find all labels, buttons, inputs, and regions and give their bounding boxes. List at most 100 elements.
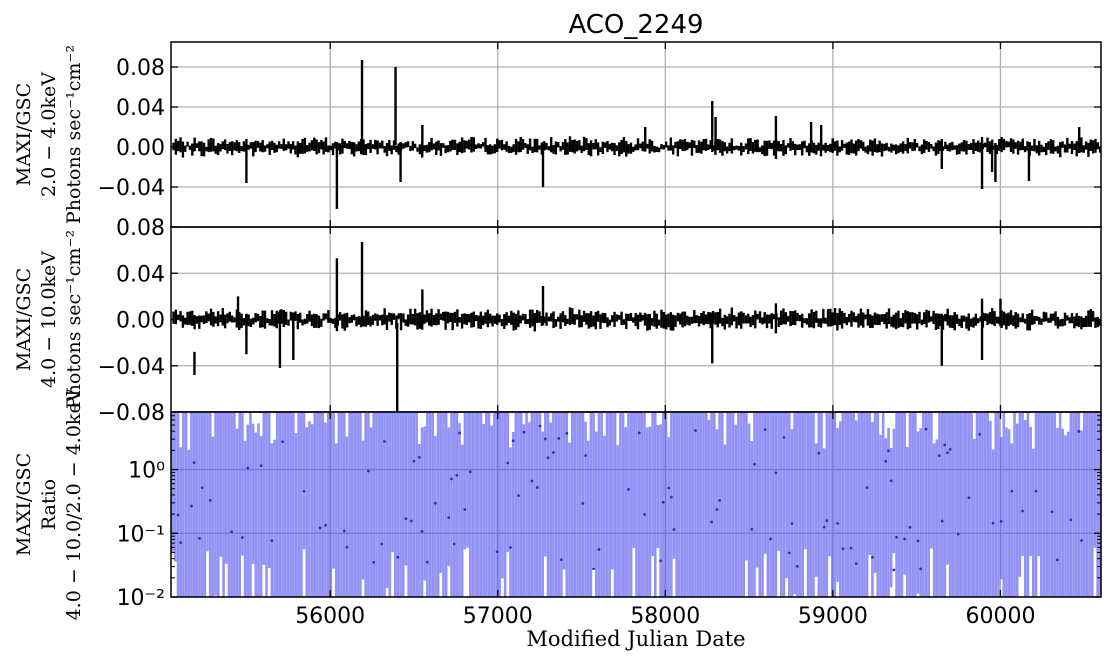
ratio-point (452, 542, 456, 546)
x-tick-label: 58000 (630, 604, 700, 629)
ratio-point (565, 431, 569, 435)
ratio-point (1069, 518, 1073, 522)
ratio-point (895, 535, 898, 539)
ratio-point (836, 521, 839, 525)
ratio-point (1080, 539, 1083, 542)
ratio-point (1034, 489, 1038, 493)
y-axis-label: 4.0 − 10.0keV (38, 251, 60, 388)
ratio-point (884, 459, 888, 463)
y-axis-label: 2.0 − 4.0keV (38, 72, 60, 197)
ratio-point (924, 427, 928, 431)
ratio-point (948, 448, 952, 451)
panel-frame (170, 411, 1102, 598)
ratio-point (246, 466, 250, 470)
ratio-point (817, 451, 821, 455)
ratio-point (822, 525, 826, 529)
ratio-point (991, 521, 995, 525)
ratio-point (841, 547, 845, 551)
ratio-point (938, 454, 941, 458)
y-tick-label: −0.04 (98, 355, 165, 380)
x-tick-label: 59000 (798, 604, 868, 629)
ratio-point (458, 431, 461, 435)
y-axis-label: MAXI/GSC (13, 268, 35, 371)
ratio-point (919, 567, 923, 571)
ratio-point (661, 500, 665, 504)
ratio-point (324, 523, 327, 527)
y-tick-label: 10⁻¹ (117, 522, 165, 547)
ratio-point (903, 537, 907, 541)
ratio-point (535, 486, 539, 489)
ratio-point (560, 558, 563, 562)
ratio-point (887, 449, 890, 453)
ratio-point (383, 440, 386, 443)
ratio-point (782, 435, 786, 439)
ratio-point (176, 513, 180, 517)
ratio-point (718, 499, 722, 502)
ratio-point (546, 456, 550, 460)
ratio-point (543, 437, 547, 441)
ratio-point (404, 517, 408, 521)
ratio-point (179, 541, 183, 545)
ratio-point (434, 501, 437, 505)
ratio-point (425, 560, 429, 564)
ratio-point (871, 555, 874, 559)
ratio-point (530, 479, 534, 483)
ratio-point (916, 539, 920, 543)
ratio-point (240, 536, 244, 539)
chart-title: ACO_2249 (568, 10, 703, 40)
y-tick-label: 0.00 (116, 136, 165, 161)
ratio-point (763, 428, 767, 432)
ratio-point (417, 455, 421, 459)
x-axis-label: Modified Julian Date (526, 627, 745, 651)
ratio-point (1056, 558, 1059, 562)
ratio-point (551, 451, 555, 454)
ratio-point (672, 528, 676, 531)
ratio-point (259, 464, 263, 468)
middle-panel: −0.08 −0.04 0.00 0.04 0.08 MAXI/GSC 4.0 − 10.0… (13, 216, 1102, 426)
ratio-point (999, 519, 1003, 523)
ratio-point (750, 527, 754, 531)
ratio-point (509, 546, 512, 549)
ratio-point (345, 545, 349, 549)
y-axis-label: MAXI/GSC (13, 83, 35, 186)
y-axis-label: MAXI/GSC (13, 453, 35, 556)
ratio-point (230, 530, 234, 534)
ratio-point (967, 496, 971, 500)
ratio-point (908, 525, 912, 529)
ratio-point (643, 513, 646, 516)
ratio-point (940, 519, 944, 523)
ratio-point (774, 471, 778, 475)
ratio-point (753, 462, 756, 466)
ratio-point (581, 502, 585, 505)
ratio-point (208, 498, 212, 502)
ratio-point (538, 424, 542, 428)
y-tick-label: 0.08 (116, 56, 165, 81)
ratio-point (455, 473, 459, 477)
y-tick-label: 0.00 (116, 309, 165, 334)
ratio-point (412, 459, 416, 463)
ratio-point (787, 551, 791, 555)
y-axis-label: 4.0 − 10.0/2.0 − 4.0keV (63, 388, 85, 620)
ratio-point (447, 516, 451, 519)
ratio-point (825, 519, 829, 523)
ratio-point (715, 508, 719, 511)
ratio-point (597, 548, 601, 551)
ratio-point (517, 494, 520, 498)
ratio-point (1021, 509, 1024, 513)
ratio-point (584, 454, 587, 458)
y-tick-label: 0.08 (116, 216, 165, 241)
y-tick-label: −0.08 (98, 401, 165, 426)
ratio-point (710, 520, 713, 524)
ratio-point (592, 567, 596, 571)
ratio-point (854, 562, 858, 566)
y-tick-label: 10⁰ (128, 459, 165, 484)
bottom-panel: 10⁻² 10⁻¹ 10⁰ 56000 57000 58000 59000 60000 MAXI… (13, 388, 1102, 629)
ratio-point (627, 488, 630, 491)
ratio-point (694, 429, 697, 432)
y-tick-label: −0.04 (98, 176, 165, 201)
ratio-point (463, 508, 467, 511)
ratio-point (795, 565, 799, 568)
ratio-point (409, 519, 413, 523)
ratio-point (946, 451, 949, 455)
ratio-point (450, 477, 453, 481)
